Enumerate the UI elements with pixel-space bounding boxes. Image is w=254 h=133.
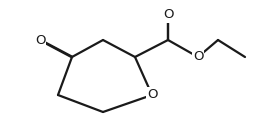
Text: O: O (147, 88, 157, 101)
Text: O: O (193, 51, 203, 63)
Text: O: O (163, 9, 173, 22)
Text: O: O (35, 34, 45, 47)
